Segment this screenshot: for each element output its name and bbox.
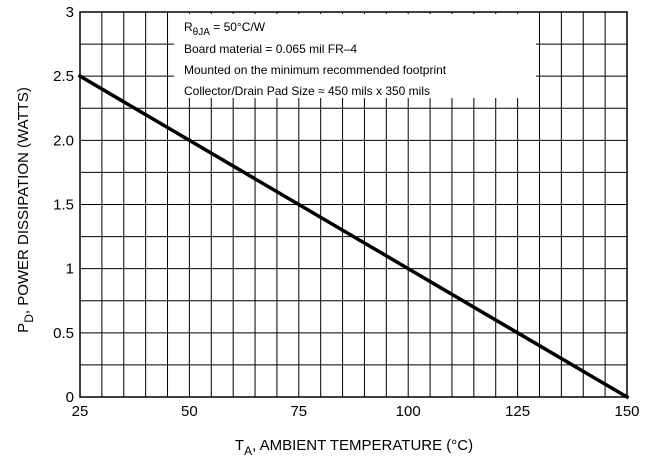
- x-tick-label: 150: [614, 403, 639, 420]
- y-tick-label: 1.5: [53, 197, 74, 214]
- y-tick-label: 0: [66, 389, 74, 406]
- x-axis-label-sub: A: [244, 444, 252, 458]
- y-tick-label: 2.5: [53, 68, 74, 85]
- annotation-line-1: RθJA = 50°C/W: [184, 20, 266, 38]
- y-axis-label-rest: , POWER DISSIPATION (WATTS): [15, 87, 32, 314]
- y-tick-label: 1: [66, 261, 74, 278]
- y-tick-label: 3: [66, 4, 74, 21]
- x-tick-label: 100: [396, 403, 421, 420]
- annotation-line-2: Board material = 0.065 mil FR–4: [184, 42, 357, 56]
- y-axis-label: PD, POWER DISSIPATION (WATTS): [15, 87, 36, 333]
- annotation-line-3: Mounted on the minimum recommended footp…: [184, 63, 447, 77]
- x-axis-label-main: T: [235, 437, 244, 454]
- y-tick-labels: 0 0.5 1 1.5 2.0 2.5 3: [53, 4, 74, 406]
- x-tick-label: 50: [181, 403, 198, 420]
- annotation-line-1-rest: = 50°C/W: [210, 20, 266, 34]
- annotation-box: [174, 14, 536, 98]
- annotation-line-4: Collector/Drain Pad Size ≈ 450 mils x 35…: [184, 84, 430, 98]
- y-axis-label-sub: D: [22, 314, 36, 323]
- x-axis-label: TA, AMBIENT TEMPERATURE (°C): [235, 437, 473, 458]
- y-axis-label-main: P: [15, 323, 32, 333]
- y-tick-label: 0.5: [53, 325, 74, 342]
- x-tick-labels: 25 50 75 100 125 150: [72, 403, 640, 420]
- x-axis-label-rest: , AMBIENT TEMPERATURE (°C): [252, 437, 473, 454]
- annotation-line-1-main: R: [184, 20, 193, 34]
- x-tick-label: 25: [72, 403, 89, 420]
- x-tick-label: 75: [290, 403, 307, 420]
- series-group: [77, 73, 630, 400]
- plot-frame: [79, 11, 628, 398]
- x-tick-label: 125: [505, 403, 530, 420]
- power-derating-line: [77, 73, 630, 400]
- y-tick-label: 2.0: [53, 132, 74, 149]
- annotation-line-1-sub: θJA: [193, 27, 211, 38]
